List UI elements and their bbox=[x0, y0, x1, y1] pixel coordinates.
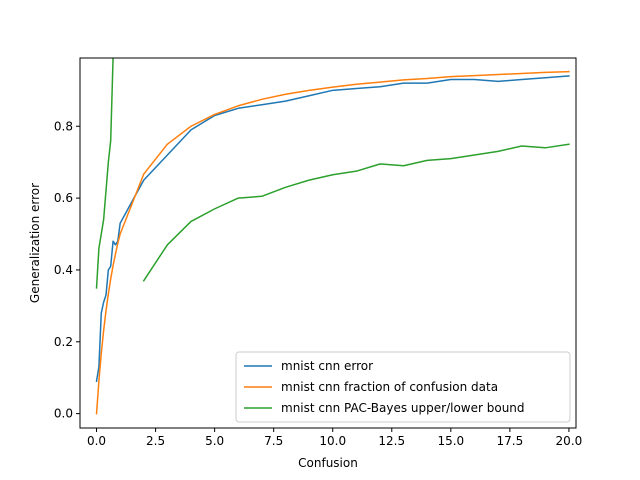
x-tick-label: 7.5 bbox=[264, 434, 283, 448]
legend-box bbox=[235, 351, 571, 423]
x-axis-ticks: 0.0 2.5 5.0 7.5 10.0 12.5 15.0 17.5 20.0 bbox=[87, 428, 582, 448]
series-line-3-segment-2 bbox=[142, 143, 570, 282]
series-line-1 bbox=[95, 75, 570, 383]
y-tick-label: 0.4 bbox=[54, 263, 73, 277]
x-tick-label: 20.0 bbox=[556, 434, 583, 448]
legend-label-1: mnist cnn error bbox=[281, 359, 373, 373]
x-tick-label: 15.0 bbox=[437, 434, 464, 448]
y-axis-label: Generalization error bbox=[28, 183, 42, 303]
x-tick-label: 10.0 bbox=[319, 434, 346, 448]
x-tick-label: 12.5 bbox=[378, 434, 405, 448]
x-axis-label: Confusion bbox=[298, 456, 358, 470]
y-tick-label: 0.2 bbox=[54, 335, 73, 349]
legend-label-3: mnist cnn PAC-Bayes upper/lower bound bbox=[281, 401, 525, 415]
x-tick-label: 5.0 bbox=[205, 434, 224, 448]
y-axis-ticks: 0.0 0.2 0.4 0.6 0.8 bbox=[54, 119, 80, 421]
series-line-3-segment-1 bbox=[95, 58, 114, 289]
y-tick-label: 0.6 bbox=[54, 191, 73, 205]
legend: mnist cnn error mnist cnn fraction of con… bbox=[235, 351, 571, 423]
y-tick-label: 0.0 bbox=[54, 407, 73, 421]
x-tick-label: 0.0 bbox=[87, 434, 106, 448]
y-tick-label: 0.8 bbox=[54, 119, 73, 133]
plot-frame bbox=[79, 57, 577, 429]
x-tick-label: 2.5 bbox=[146, 434, 165, 448]
series-layer bbox=[95, 58, 570, 415]
series-line-2 bbox=[95, 70, 570, 415]
x-tick-label: 17.5 bbox=[497, 434, 524, 448]
legend-label-2: mnist cnn fraction of confusion data bbox=[281, 380, 498, 394]
